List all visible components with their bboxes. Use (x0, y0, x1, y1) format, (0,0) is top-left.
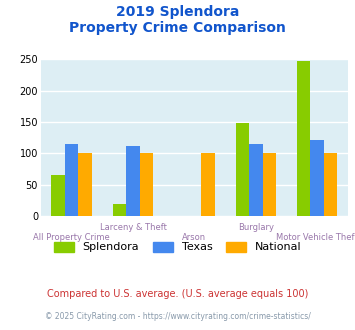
Text: Compared to U.S. average. (U.S. average equals 100): Compared to U.S. average. (U.S. average … (47, 289, 308, 299)
Bar (263, 153, 276, 216)
Bar (140, 153, 153, 216)
Bar (297, 61, 310, 216)
Text: Larceny & Theft: Larceny & Theft (99, 223, 166, 232)
Text: © 2025 CityRating.com - https://www.cityrating.com/crime-statistics/: © 2025 CityRating.com - https://www.city… (45, 312, 310, 321)
Bar (78, 153, 92, 216)
Bar (65, 144, 78, 216)
Bar (249, 144, 263, 216)
Bar (235, 123, 249, 216)
Text: Motor Vehicle Theft: Motor Vehicle Theft (277, 233, 355, 242)
Bar (51, 176, 65, 216)
Text: Arson: Arson (182, 233, 206, 242)
Text: Property Crime Comparison: Property Crime Comparison (69, 21, 286, 35)
Legend: Splendora, Texas, National: Splendora, Texas, National (49, 237, 306, 257)
Bar (126, 146, 140, 216)
Bar (310, 140, 324, 216)
Bar (201, 153, 215, 216)
Bar (324, 153, 338, 216)
Text: 2019 Splendora: 2019 Splendora (116, 5, 239, 19)
Text: Burglary: Burglary (238, 223, 274, 232)
Bar (113, 204, 126, 216)
Text: All Property Crime: All Property Crime (33, 233, 110, 242)
